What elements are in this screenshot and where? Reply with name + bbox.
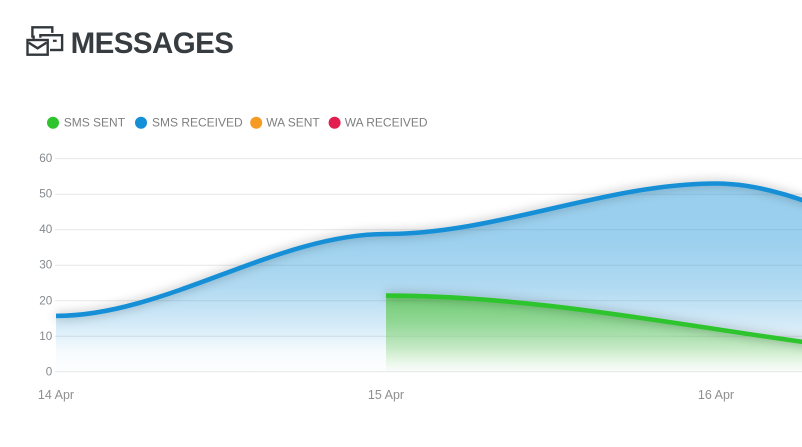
svg-text:15 Apr: 15 Apr xyxy=(368,388,404,402)
svg-text:14 Apr: 14 Apr xyxy=(38,388,74,402)
svg-text:60: 60 xyxy=(39,152,53,165)
svg-text:WA SENT: WA SENT xyxy=(266,115,320,129)
svg-text:16 Apr: 16 Apr xyxy=(698,388,734,402)
svg-text:50: 50 xyxy=(39,188,53,201)
svg-text:SMS SENT: SMS SENT xyxy=(64,115,126,129)
svg-text:40: 40 xyxy=(39,223,53,236)
svg-text:WA RECEIVED: WA RECEIVED xyxy=(345,115,428,129)
svg-text:10: 10 xyxy=(39,330,53,343)
svg-text:20: 20 xyxy=(39,294,53,307)
svg-text:30: 30 xyxy=(39,259,53,272)
svg-text:MESSAGES: MESSAGES xyxy=(71,27,234,60)
svg-text:SMS RECEIVED: SMS RECEIVED xyxy=(152,115,243,129)
svg-text:0: 0 xyxy=(46,365,53,378)
